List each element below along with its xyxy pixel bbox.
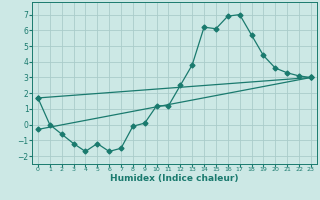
X-axis label: Humidex (Indice chaleur): Humidex (Indice chaleur) [110, 174, 239, 183]
